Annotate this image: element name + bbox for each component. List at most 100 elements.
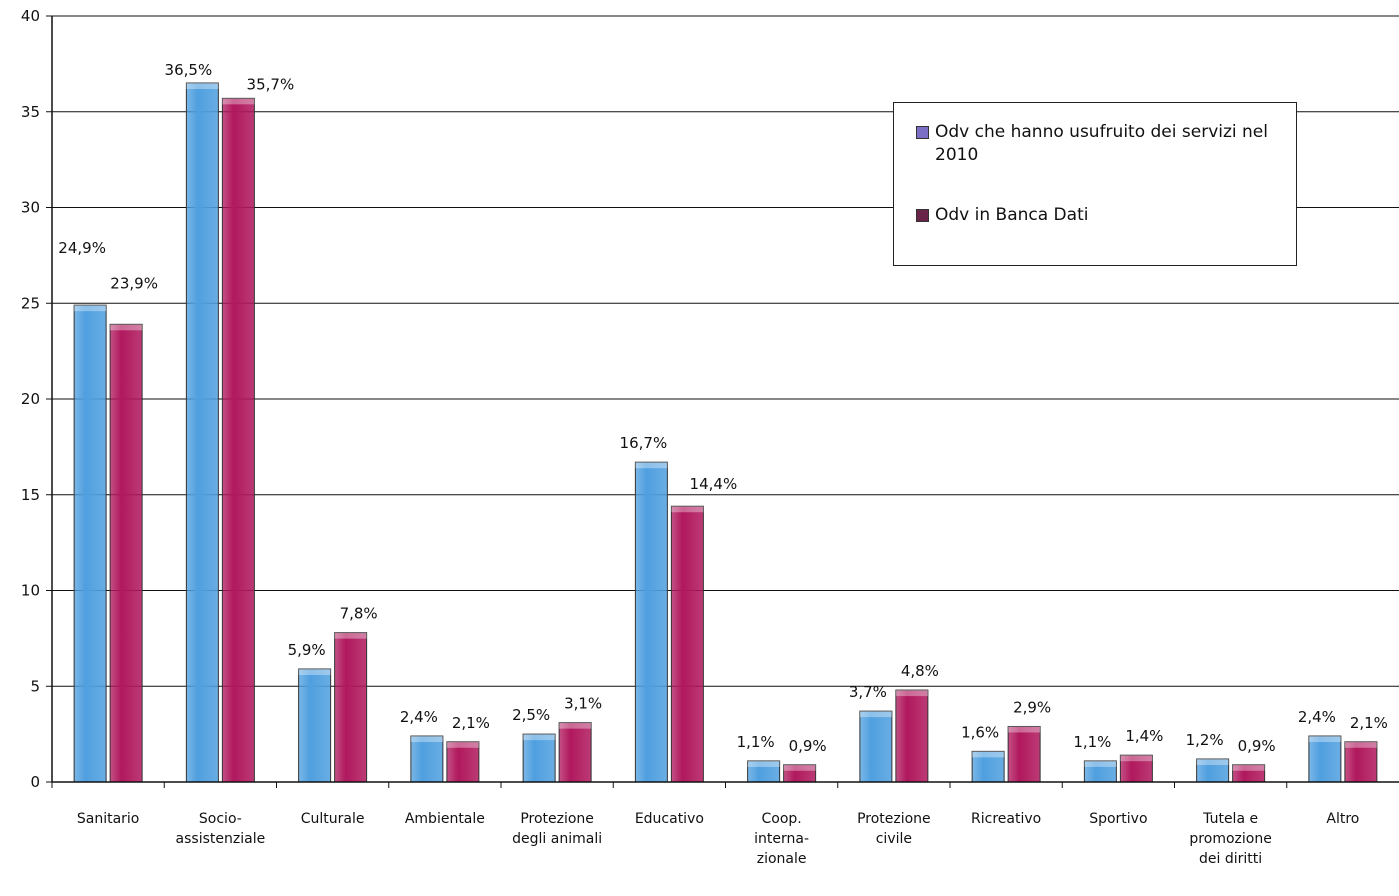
data-label-series-1: 5,9%	[288, 641, 326, 659]
bar-top-highlight	[446, 741, 479, 748]
y-axis: 0 5 10 15 20 25 30 35 40	[21, 7, 53, 791]
bar-top-highlight	[1196, 759, 1229, 766]
bar-series-2	[895, 689, 929, 783]
bar-top-highlight	[74, 305, 107, 312]
x-tick-label: Ricreativo	[971, 811, 1041, 827]
bar-series-2	[558, 722, 592, 783]
x-tick-label: Altro	[1326, 811, 1359, 827]
bar-series-2	[334, 632, 368, 783]
bar-series-1	[859, 710, 893, 783]
data-label-series-1: 36,5%	[165, 61, 213, 79]
data-label-series-2: 23,9%	[110, 274, 158, 292]
bar-series-2	[221, 97, 255, 783]
bar-top-highlight	[859, 711, 892, 718]
bar-series-2	[109, 323, 143, 783]
bar-top-highlight	[1008, 726, 1041, 733]
data-label-series-2: 2,1%	[1350, 714, 1388, 732]
bar-top-highlight	[671, 506, 704, 513]
bar-top-highlight	[222, 98, 255, 105]
x-tick-label: Educativo	[635, 811, 704, 827]
data-label-series-2: 0,9%	[1238, 737, 1276, 755]
bar-top-highlight	[334, 632, 367, 639]
x-tick-label: Protezione degli animali	[512, 811, 602, 847]
bar-top-highlight	[559, 722, 592, 729]
y-tick-label: 40	[21, 7, 40, 25]
x-tick-label: Sanitario	[77, 811, 140, 827]
data-label-series-1: 1,6%	[961, 723, 999, 741]
data-label-series-1: 1,2%	[1186, 731, 1224, 749]
legend-swatch-series-1	[916, 126, 929, 139]
bar-top-highlight	[1084, 760, 1117, 767]
data-label-series-2: 2,1%	[452, 714, 490, 732]
legend-item-series-2: Odv in Banca Dati	[916, 204, 1285, 227]
legend: Odv che hanno usufruito dei servizi nel …	[893, 102, 1297, 266]
y-tick-label: 0	[30, 773, 40, 791]
bar-top-highlight	[1344, 741, 1377, 748]
data-label-series-1: 1,1%	[1073, 733, 1111, 751]
data-label-series-2: 35,7%	[247, 75, 295, 93]
data-label-series-1: 1,1%	[737, 733, 775, 751]
bar-series-2	[446, 741, 480, 783]
data-label-series-2: 7,8%	[340, 605, 378, 623]
legend-label-series-1: Odv che hanno usufruito dei servizi nel …	[935, 122, 1268, 165]
bar-series-1	[522, 733, 556, 783]
bar-series-2	[1344, 741, 1378, 783]
y-tick-label: 20	[21, 390, 40, 408]
bar-series-1	[298, 668, 332, 783]
bar-top-highlight	[895, 690, 928, 697]
bar-top-highlight	[523, 734, 556, 741]
x-tick-label: Socio-assistenziale	[176, 811, 266, 847]
bar-series-2	[1007, 725, 1041, 783]
data-label-series-2: 3,1%	[564, 695, 602, 713]
bar-series-1	[971, 750, 1005, 783]
legend-swatch-series-2	[916, 209, 929, 222]
bar-top-highlight	[1120, 755, 1153, 762]
data-label-series-1: 2,4%	[400, 708, 438, 726]
bar-top-highlight	[110, 324, 143, 331]
bar-top-highlight	[1308, 736, 1341, 743]
y-tick-label: 15	[21, 486, 40, 504]
x-tick-label: Sportivo	[1089, 811, 1147, 827]
legend-item-series-1: Odv che hanno usufruito dei servizi nel …	[916, 121, 1285, 167]
data-label-series-2: 2,9%	[1013, 698, 1051, 716]
bar-top-highlight	[635, 462, 668, 469]
data-label-series-2: 4,8%	[901, 662, 939, 680]
bar-series-1	[73, 304, 107, 783]
bar-top-highlight	[1232, 764, 1265, 771]
y-tick-label: 25	[21, 294, 40, 312]
data-label-series-2: 14,4%	[690, 475, 738, 493]
x-tick-label: Culturale	[301, 811, 365, 827]
x-tick-label: Protezione civile	[857, 811, 931, 847]
bar-top-highlight	[783, 764, 816, 771]
data-label-series-1: 3,7%	[849, 683, 887, 701]
x-axis: Sanitario Socio-assistenziale Culturale Amb…	[51, 781, 1399, 867]
gridlines	[52, 15, 1399, 687]
bar-series-1	[1308, 735, 1342, 783]
y-tick-label: 35	[21, 103, 40, 121]
y-tick-label: 30	[21, 199, 40, 217]
bar-series-1	[410, 735, 444, 783]
y-tick-label: 10	[21, 582, 40, 600]
y-tick-label: 5	[30, 677, 40, 695]
x-tick-label: Coop. interna-zionale	[754, 811, 809, 867]
x-tick-label: Ambientale	[405, 811, 485, 827]
data-labels: 24,9%23,9% 36,5% 35,7% 5,9% 7,8% 2,4% 2,1% 2,5%…	[58, 61, 1388, 755]
bar-top-highlight	[298, 669, 331, 676]
data-label-series-1: 2,4%	[1298, 708, 1336, 726]
data-label-series-1: 16,7%	[620, 434, 668, 452]
bar-series-1	[634, 461, 668, 783]
data-label-series-1: 24,9%	[58, 239, 106, 257]
bar-series-2	[670, 505, 704, 783]
x-tick-label: Tutela e promozione dei diritti	[1189, 811, 1271, 867]
data-label-series-2: 0,9%	[789, 737, 827, 755]
data-label-series-1: 2,5%	[512, 706, 550, 724]
legend-label-series-2: Odv in Banca Dati	[935, 205, 1089, 225]
bar-top-highlight	[410, 736, 443, 743]
bar-top-highlight	[972, 751, 1005, 758]
bar-series-1	[185, 82, 219, 783]
bar-top-highlight	[747, 760, 780, 767]
bars	[73, 82, 1378, 783]
data-label-series-2: 1,4%	[1125, 727, 1163, 745]
bar-top-highlight	[186, 83, 219, 90]
